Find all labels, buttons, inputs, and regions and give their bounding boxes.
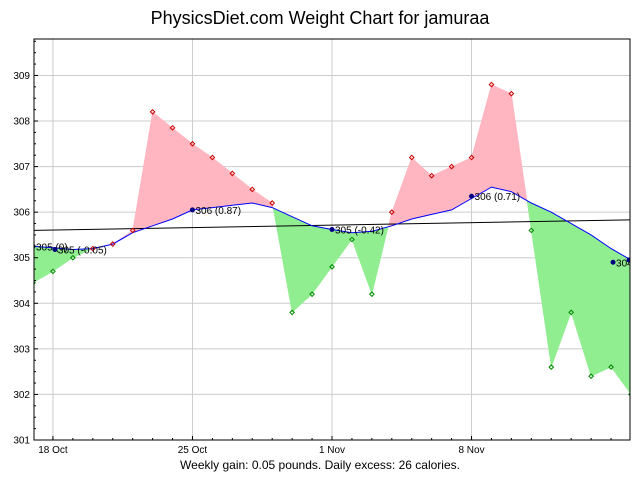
fill-above-trend [471, 84, 492, 199]
fill-above-trend [172, 127, 193, 220]
y-tick-label: 308 [13, 117, 30, 128]
trend-label: 306 (0.87) [195, 206, 241, 217]
weight-point [548, 364, 555, 370]
weight-point [169, 124, 176, 131]
weight-point [89, 245, 96, 252]
weight-point [229, 170, 236, 177]
weight-point [468, 154, 475, 161]
fill-below-trend [351, 231, 373, 295]
fill-above-trend [192, 143, 213, 211]
weight-point [368, 291, 375, 298]
fill-above-trend [212, 156, 233, 208]
trend-label: 304.9 (-1.46) [616, 258, 640, 269]
weight-point [269, 200, 276, 206]
trend-labels: 305 (0)305 (-0.05) 306 (0.87) 305 (-0.42) 3… [34, 192, 640, 269]
weight-point [289, 309, 296, 316]
axes: 301 302 303 304 305 306 307 308 309 18 Oct 25 Oct 1… [13, 38, 631, 456]
weight-point [508, 90, 515, 97]
weight-point [349, 236, 355, 243]
weight-point [329, 263, 335, 270]
fill-below-trend [590, 234, 612, 377]
trend-marker [610, 259, 616, 265]
weight-point [189, 140, 196, 147]
trend-line [34, 186, 630, 261]
fill-above-trend [152, 111, 173, 227]
trend-label: 306 (0.71) [475, 192, 521, 203]
y-tick-label: 306 [13, 208, 30, 219]
y-tick-label: 302 [13, 390, 30, 401]
weight-point [428, 172, 435, 179]
trend-marker [626, 257, 630, 263]
weight-point [588, 373, 595, 380]
trend-label: 305 (-0.42) [335, 225, 384, 236]
y-tick-label: 304 [13, 299, 30, 310]
trend-marker [189, 207, 195, 213]
trend-label: 304.95 (0.05) [632, 256, 640, 267]
x-tick-label: 18 Oct [38, 445, 68, 456]
grid-lines [34, 39, 630, 441]
fill-above-trend [491, 84, 512, 193]
weight-point [388, 209, 395, 216]
y-tick-label: 307 [13, 162, 30, 173]
fill-below-trend [311, 225, 333, 295]
fill-below-trend [272, 207, 293, 313]
y-tick-label: 301 [13, 436, 30, 447]
fill-above-trend [511, 93, 528, 202]
weight-point [628, 392, 630, 397]
y-tick-label: 303 [13, 344, 30, 355]
weight-point [448, 163, 455, 170]
weight-point [249, 186, 256, 193]
trend-label: 305 (-0.05) [58, 246, 107, 257]
x-tick-label: 8 Nov [458, 445, 484, 456]
weight-point [408, 154, 415, 161]
y-tick-label: 309 [13, 71, 30, 82]
weight-point [109, 241, 116, 247]
weight-point [488, 81, 495, 88]
fill-below-trend [551, 211, 572, 368]
weight-point [608, 364, 614, 370]
weight-point [209, 154, 216, 161]
fill-above-trend [451, 157, 472, 211]
fill-above-trend [232, 172, 253, 206]
x-tick-label: 1 Nov [319, 445, 345, 456]
fill-below-trend [371, 226, 389, 295]
fill-below-trend [526, 200, 532, 231]
trend-label: 305 (0) [36, 242, 68, 253]
weight-points [34, 81, 630, 397]
weight-point [69, 254, 76, 261]
fill-above-trend [431, 166, 452, 215]
deviation-fill [34, 84, 640, 395]
x-tick-label: 25 Oct [178, 445, 208, 456]
y-tick-label: 305 [13, 253, 30, 264]
weight-point [309, 291, 315, 298]
trend-marker [329, 226, 335, 232]
trend-marker [469, 193, 475, 199]
chart-title: PhysicsDiet.com Weight Chart for jamuraa [150, 8, 490, 28]
weight-point [149, 109, 156, 115]
fill-above-trend [391, 157, 412, 227]
weight-point [568, 309, 575, 316]
fill-below-trend [570, 223, 592, 377]
chart-footer: Weekly gain: 0.05 pounds. Daily excess: … [180, 458, 460, 472]
fill-below-trend [291, 216, 313, 313]
weight-point [528, 227, 535, 234]
weight-point [50, 268, 56, 275]
fill-below-trend [531, 202, 552, 368]
trend-marker [52, 247, 58, 253]
fill-above-trend [132, 111, 153, 234]
fill-below-trend [610, 248, 630, 394]
weight-point [129, 227, 136, 234]
fill-below-trend [631, 258, 640, 395]
